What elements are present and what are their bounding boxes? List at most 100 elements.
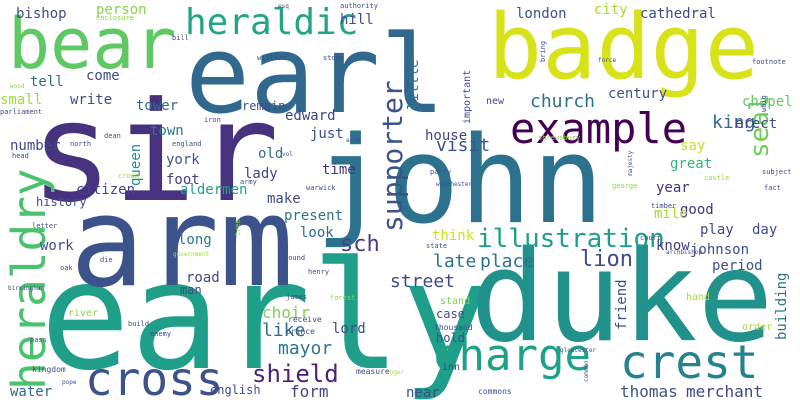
cloud-word: merchant: [686, 382, 763, 400]
cloud-word: charge: [432, 330, 591, 381]
cloud-word: lady: [244, 166, 278, 182]
cloud-word: know: [656, 238, 690, 254]
cloud-word: enclosure: [96, 14, 134, 22]
cloud-word: crown: [118, 172, 139, 180]
cloud-word: form: [290, 382, 329, 400]
cloud-word: think: [432, 228, 475, 244]
cloud-word: government: [173, 251, 210, 258]
cloud-word: build: [128, 320, 149, 328]
cloud-word: just: [310, 126, 344, 142]
cloud-word: city: [594, 2, 628, 18]
cloud-word: king: [712, 112, 755, 133]
cloud-word: sir: [30, 72, 279, 233]
cloud-word: place: [480, 251, 534, 272]
cloud-word: century: [608, 86, 667, 102]
cloud-word: dean: [104, 132, 121, 140]
cloud-word: common: [583, 360, 590, 382]
cloud-word: citizen: [76, 182, 135, 198]
cloud-word: prince: [286, 327, 315, 336]
cloud-word: north: [70, 140, 91, 148]
cloud-word: birmingham: [8, 285, 45, 292]
cloud-word: river: [68, 308, 98, 319]
cloud-word: vol: [282, 151, 293, 158]
cloud-word: building: [774, 273, 790, 340]
cloud-word: york: [166, 152, 200, 168]
cloud-word: enemy: [150, 330, 171, 338]
cloud-word: letter: [32, 222, 57, 230]
cloud-word: fact: [764, 184, 781, 192]
cloud-word: supporter: [376, 80, 409, 232]
cloud-word: work: [40, 238, 74, 254]
cloud-word: england: [172, 140, 202, 148]
cloud-word: time: [322, 162, 356, 178]
cloud-word: small: [0, 92, 42, 108]
cloud-word: castle: [704, 174, 729, 182]
cloud-word: bill: [172, 34, 189, 42]
cloud-word: hold: [436, 331, 465, 345]
cloud-word: badge: [488, 0, 759, 100]
cloud-word: william: [257, 54, 287, 62]
cloud-word: subject: [762, 168, 792, 176]
cloud-word: early: [40, 230, 492, 400]
cloud-word: bear: [8, 3, 177, 85]
cloud-word: force: [598, 57, 616, 64]
cloud-word: whig: [760, 95, 768, 112]
cloud-word: little: [406, 59, 422, 110]
cloud-word: like: [262, 320, 305, 341]
cloud-word: james: [286, 293, 307, 301]
cloud-word: english: [210, 383, 261, 397]
cloud-word: london: [516, 6, 567, 22]
cloud-word: stand: [440, 296, 470, 307]
cloud-word: roger: [386, 369, 404, 376]
cloud-word: gloucester: [560, 347, 597, 354]
cloud-word: george: [612, 182, 637, 190]
cloud-word: wood: [10, 83, 25, 90]
cloud-word: thomas: [620, 382, 678, 400]
cloud-word: receive: [288, 315, 322, 324]
cloud-word: person: [96, 2, 147, 18]
cloud-word: foot: [166, 172, 200, 188]
cloud-word: court: [640, 234, 661, 242]
cloud-word: road: [186, 270, 220, 286]
cloud-word: case: [436, 307, 465, 321]
cloud-word: hill: [340, 12, 374, 28]
cloud-word: pound: [284, 254, 305, 262]
cloud-word: visit: [436, 135, 490, 156]
cloud-word: aldermen: [180, 182, 247, 198]
cloud-word: say: [680, 138, 705, 154]
cloud-word: man: [180, 283, 202, 297]
cloud-word: mayor: [278, 338, 332, 359]
cloud-word: cathedral: [640, 6, 716, 22]
cloud-word: old: [258, 146, 283, 162]
cloud-word: pope: [62, 379, 77, 386]
cloud-word: history: [36, 195, 87, 209]
cloud-word: footnote: [752, 58, 786, 66]
cloud-word: head: [12, 152, 29, 160]
cloud-word: make: [267, 191, 301, 207]
cloud-word: shrewsbury: [538, 134, 580, 142]
cloud-word: erect: [735, 116, 777, 132]
cloud-word: inn: [442, 362, 460, 373]
cloud-word: friend: [614, 279, 630, 330]
cloud-word: lion: [580, 247, 633, 272]
cloud-word: forest: [330, 294, 355, 302]
cloud-word: warwick: [306, 184, 336, 192]
cloud-word: edward: [285, 108, 336, 124]
cloud-word: johnson: [690, 242, 749, 258]
cloud-word: bring: [539, 41, 547, 62]
cloud-word: bishop: [16, 6, 67, 22]
cloud-word: chapel: [742, 94, 793, 110]
cloud-word: parliament: [0, 108, 42, 116]
cloud-word: measure: [356, 367, 390, 376]
cloud-word: archbishop: [666, 249, 703, 256]
cloud-word: stone: [323, 54, 344, 62]
cloud-word: queen: [128, 144, 144, 186]
cloud-word: majesty: [627, 150, 634, 176]
cloud-word: oak: [60, 264, 73, 272]
cloud-word: lord: [332, 321, 366, 337]
cloud-word: tell: [30, 74, 64, 90]
cloud-word: party: [430, 168, 451, 176]
cloud-word: period: [712, 258, 763, 274]
